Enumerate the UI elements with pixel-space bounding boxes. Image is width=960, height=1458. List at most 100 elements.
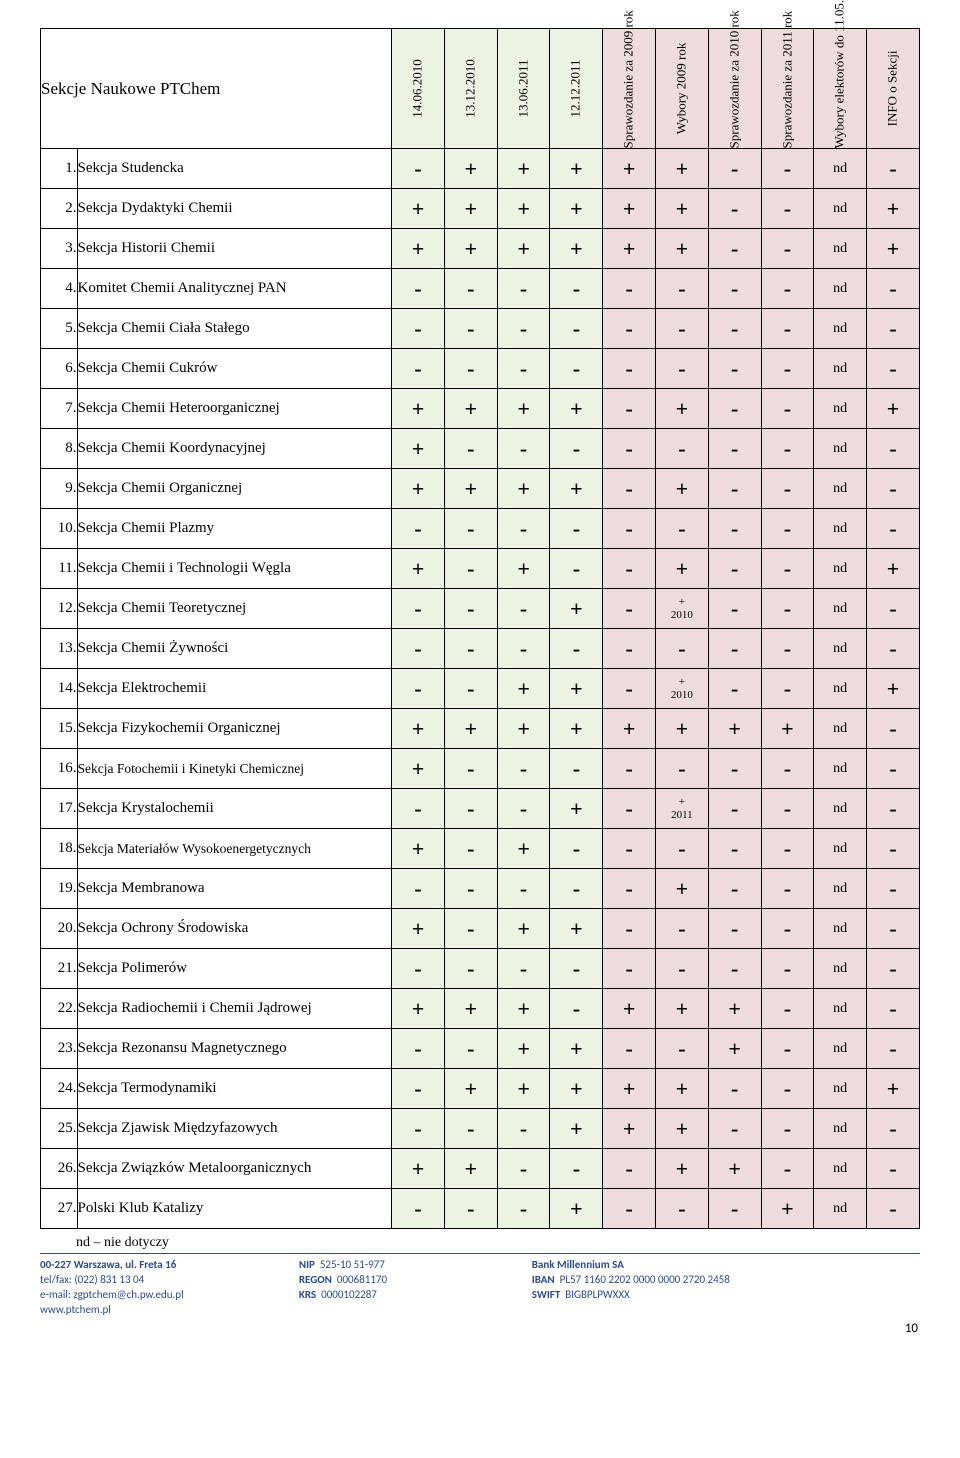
cell: - — [867, 869, 920, 909]
cell: - — [550, 989, 603, 1029]
row-number: 15. — [41, 709, 78, 749]
cell: - — [497, 349, 550, 389]
row-name: Sekcja Chemii Ciała Stałego — [77, 309, 392, 349]
cell: + — [550, 669, 603, 709]
cell: nd — [814, 189, 867, 229]
col-head-4: Sprawozdanie za 2009 rok — [603, 29, 656, 149]
cell: - — [550, 269, 603, 309]
footer-line: www.ptchem.pl — [40, 1303, 299, 1318]
table-row: 12.Sekcja Chemii Teoretycznej---+-+2010-… — [41, 589, 920, 629]
cell: + — [392, 909, 445, 949]
cell: - — [444, 549, 497, 589]
cell: - — [708, 389, 761, 429]
cell: + — [497, 709, 550, 749]
cell: - — [761, 909, 814, 949]
cell: - — [392, 589, 445, 629]
cell: + — [656, 549, 709, 589]
col-head-6: Sprawozdanie za 2010 rok — [708, 29, 761, 149]
row-number: 7. — [41, 389, 78, 429]
cell: - — [708, 589, 761, 629]
row-name: Sekcja Radiochemii i Chemii Jądrowej — [77, 989, 392, 1029]
row-name: Sekcja Chemii Żywności — [77, 629, 392, 669]
table-row: 9.Sekcja Chemii Organicznej++++-+--nd- — [41, 469, 920, 509]
table-row: 23.Sekcja Rezonansu Magnetycznego--++--+… — [41, 1029, 920, 1069]
cell: + — [550, 789, 603, 829]
cell: - — [761, 229, 814, 269]
cell: nd — [814, 1149, 867, 1189]
cell: + — [603, 1109, 656, 1149]
cell: + — [656, 189, 709, 229]
cell: - — [708, 829, 761, 869]
cell: - — [603, 429, 656, 469]
cell: - — [656, 1029, 709, 1069]
cell: + — [656, 389, 709, 429]
cell: - — [444, 869, 497, 909]
cell: + — [656, 469, 709, 509]
cell: - — [761, 469, 814, 509]
cell: - — [761, 1109, 814, 1149]
row-number: 25. — [41, 1109, 78, 1149]
row-name: Sekcja Związków Metaloorganicznych — [77, 1149, 392, 1189]
cell: nd — [814, 1029, 867, 1069]
table-row: 11.Sekcja Chemii i Technologii Węgla+-+-… — [41, 549, 920, 589]
cell: - — [392, 349, 445, 389]
header-row: Sekcje Naukowe PTChem 14.06.2010 13.12.2… — [41, 29, 920, 149]
cell: - — [761, 1029, 814, 1069]
cell: - — [867, 1149, 920, 1189]
table-row: 13.Sekcja Chemii Żywności--------nd- — [41, 629, 920, 669]
cell: - — [603, 509, 656, 549]
cell: + — [444, 229, 497, 269]
cell: - — [392, 149, 445, 189]
cell: - — [392, 269, 445, 309]
row-name: Sekcja Zjawisk Międzyfazowych — [77, 1109, 392, 1149]
cell: + — [550, 1109, 603, 1149]
row-name: Sekcja Ochrony Środowiska — [77, 909, 392, 949]
cell: + — [392, 829, 445, 869]
cell: + — [392, 1149, 445, 1189]
cell: - — [708, 189, 761, 229]
cell: - — [761, 749, 814, 789]
cell: + — [603, 989, 656, 1029]
row-number: 13. — [41, 629, 78, 669]
cell: + — [656, 869, 709, 909]
cell: - — [497, 1149, 550, 1189]
cell: nd — [814, 789, 867, 829]
cell: - — [444, 829, 497, 869]
footer-line: SWIFT BIGBPLPWXXX — [532, 1288, 920, 1303]
footer: 00-227 Warszawa, ul. Freta 16tel/fax: (0… — [40, 1253, 920, 1317]
row-name: Sekcja Chemii Heteroorganicznej — [77, 389, 392, 429]
cell: + — [497, 829, 550, 869]
cell: - — [708, 469, 761, 509]
cell: - — [497, 749, 550, 789]
cell: - — [867, 949, 920, 989]
cell: - — [550, 749, 603, 789]
row-name: Sekcja Chemii Cukrów — [77, 349, 392, 389]
cell: - — [761, 189, 814, 229]
cell: + — [656, 1109, 709, 1149]
cell: - — [867, 589, 920, 629]
row-name: Sekcja Membranowa — [77, 869, 392, 909]
cell: - — [761, 269, 814, 309]
cell: nd — [814, 349, 867, 389]
cell: + — [444, 989, 497, 1029]
cell: - — [656, 429, 709, 469]
cell: nd — [814, 869, 867, 909]
cell: - — [603, 1149, 656, 1189]
cell: - — [550, 629, 603, 669]
cell: + — [392, 469, 445, 509]
cell: + — [497, 989, 550, 1029]
cell: nd — [814, 989, 867, 1029]
cell: - — [656, 949, 709, 989]
cell: + — [603, 189, 656, 229]
row-name: Sekcja Chemii Plazmy — [77, 509, 392, 549]
cell: - — [497, 309, 550, 349]
cell: + — [708, 1149, 761, 1189]
cell: - — [497, 629, 550, 669]
footer-line: e-mail: zgptchem@ch.pw.edu.pl — [40, 1288, 299, 1303]
row-name: Sekcja Studencka — [77, 149, 392, 189]
cell: + — [444, 189, 497, 229]
cell: - — [392, 1029, 445, 1069]
cell: + — [497, 1069, 550, 1109]
table-title: Sekcje Naukowe PTChem — [41, 29, 392, 149]
table-row: 19.Sekcja Membranowa-----+--nd- — [41, 869, 920, 909]
